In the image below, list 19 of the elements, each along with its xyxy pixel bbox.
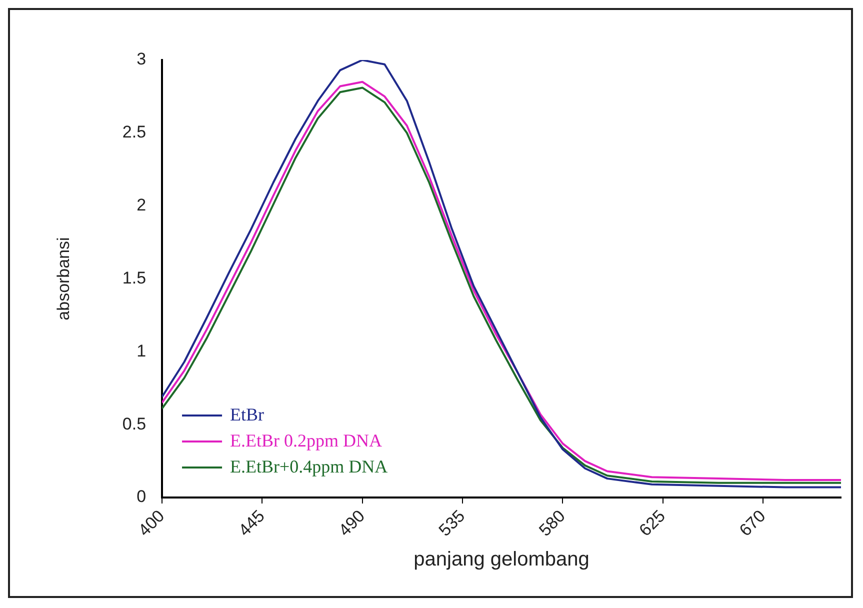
y-tick-label: 0.5 <box>122 414 146 434</box>
y-tick-label: 1.5 <box>122 268 146 288</box>
x-tick-label: 580 <box>535 506 569 540</box>
y-tick-label: 3 <box>136 50 146 69</box>
y-axis-title: absorbansi <box>54 237 73 320</box>
y-tick-label: 0 <box>136 487 146 506</box>
legend-label: EtBr <box>230 404 264 424</box>
y-tick-label: 2.5 <box>122 122 146 142</box>
x-tick-label: 670 <box>736 506 770 540</box>
x-tick-label: 445 <box>234 506 268 540</box>
legend-label: E.EtBr+0.4ppm DNA <box>230 456 388 476</box>
x-tick-label: 490 <box>335 506 369 540</box>
x-tick-label: 625 <box>636 506 670 540</box>
x-tick-label: 535 <box>435 506 469 540</box>
x-tick-label: 400 <box>134 506 168 540</box>
legend-label: E.EtBr 0.2ppm DNA <box>230 430 382 450</box>
x-axis-title: panjang gelombang <box>414 548 590 571</box>
y-tick-label: 2 <box>136 196 146 215</box>
y-tick-label: 1 <box>136 341 146 360</box>
